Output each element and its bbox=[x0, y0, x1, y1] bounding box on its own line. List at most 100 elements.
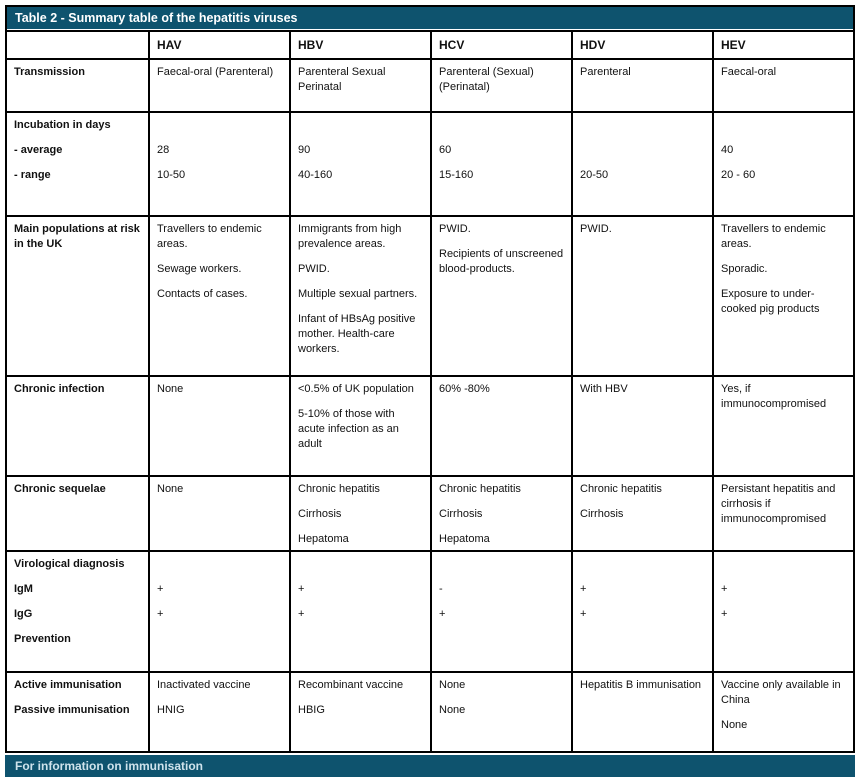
cell-paragraph: None bbox=[157, 383, 184, 395]
cell-paragraph: Hepatitis B immunisation bbox=[580, 679, 702, 691]
cell-paragraph: Infant of HBsAg positive mother. Health-… bbox=[298, 313, 416, 355]
cell-paragraph bbox=[580, 118, 706, 133]
cell-populations-hev: Travellers to endemic areas. Sporadic. Exp… bbox=[712, 217, 853, 375]
cell-chronic-infection-hdv: With HBV bbox=[571, 377, 712, 475]
cell-chronic-infection-hav: None bbox=[148, 377, 289, 475]
cell-paragraph: + bbox=[439, 608, 446, 620]
cell-paragraph: Faecal-oral bbox=[721, 66, 777, 78]
cell-paragraph: + bbox=[298, 583, 305, 595]
cell-paragraph: Parenteral Sexual Perinatal bbox=[298, 66, 386, 93]
cell-paragraph: 90 bbox=[298, 144, 311, 156]
cell-chronic-infection-hev: Yes, if immunocompromised bbox=[712, 377, 853, 475]
cell-paragraph: Cirrhosis bbox=[580, 508, 624, 520]
table-row-transmission: Transmission Faecal-oral (Parenteral) Pare… bbox=[7, 58, 853, 111]
cell-paragraph: + bbox=[580, 608, 587, 620]
cell-paragraph: With HBV bbox=[580, 383, 628, 395]
column-header-hev: HEV bbox=[712, 32, 853, 58]
table-row-incubation: Incubation in days - average - range 28 10-5… bbox=[7, 111, 853, 215]
cell-paragraph: None bbox=[157, 483, 184, 495]
table-row-immunisation: Active immunisation Passive immunisation I… bbox=[7, 671, 853, 751]
cell-transmission-hbv: Parenteral Sexual Perinatal bbox=[289, 60, 430, 111]
cell-immunisation-hev: Vaccine only available in China None bbox=[712, 673, 853, 751]
cell-chronic-infection-hcv: 60% -80% bbox=[430, 377, 571, 475]
cell-paragraph: 60% -80% bbox=[439, 383, 490, 395]
cell-paragraph: + bbox=[157, 608, 164, 620]
header-row: HAV HBV HCV HDV HEV bbox=[7, 30, 853, 58]
cell-paragraph: Hepatoma bbox=[439, 533, 490, 545]
cell-populations-hbv: Immigrants from high prevalence areas. PW… bbox=[289, 217, 430, 375]
corner-cell bbox=[7, 32, 148, 58]
cell-virological-diagnosis-hav: + + bbox=[148, 552, 289, 671]
footer-bar: For information on immunisation bbox=[5, 755, 855, 777]
cell-paragraph: PWID. bbox=[439, 223, 471, 235]
cell-immunisation-hav: Inactivated vaccine HNIG bbox=[148, 673, 289, 751]
cell-paragraph: Recombinant vaccine bbox=[298, 679, 404, 691]
cell-paragraph: None bbox=[439, 679, 466, 691]
table-title: Table 2 - Summary table of the hepatitis… bbox=[15, 11, 298, 25]
cell-paragraph: Travellers to endemic areas. bbox=[157, 223, 262, 250]
cell-paragraph bbox=[721, 557, 847, 572]
cell-paragraph: - bbox=[439, 583, 443, 595]
cell-paragraph: Yes, if immunocompromised bbox=[721, 383, 827, 410]
footer-clipped-text: For information on immunisation bbox=[15, 759, 203, 773]
cell-paragraph bbox=[580, 143, 706, 158]
cell-paragraph: 20 - 60 bbox=[721, 169, 756, 181]
cell-virological-diagnosis-hev: + + bbox=[712, 552, 853, 671]
cell-populations-hdv: PWID. bbox=[571, 217, 712, 375]
cell-chronic-sequelae-hev: Persistant hepatitis and cirrhosis if im… bbox=[712, 477, 853, 550]
cell-paragraph: HNIG bbox=[157, 704, 185, 716]
cell-virological-diagnosis-label: Virological diagnosis IgM IgG Prevention bbox=[7, 552, 148, 671]
cell-incubation-hcv: 60 15-160 bbox=[430, 113, 571, 215]
cell-paragraph: Sewage workers. bbox=[157, 263, 242, 275]
cell-transmission-hev: Faecal-oral bbox=[712, 60, 853, 111]
cell-paragraph: + bbox=[721, 583, 728, 595]
cell-paragraph: Active immunisation bbox=[14, 679, 122, 691]
table-row-populations: Main populations at risk in the UK Travel… bbox=[7, 215, 853, 375]
cell-paragraph: Passive immunisation bbox=[14, 704, 130, 716]
cell-chronic-infection-hbv: <0.5% of UK population 5-10% of those wit… bbox=[289, 377, 430, 475]
cell-paragraph: Transmission bbox=[14, 66, 85, 78]
table-row-chronic-sequelae: Chronic sequelae None Chronic hepatitis Cir… bbox=[7, 475, 853, 550]
cell-paragraph: Exposure to under-cooked pig products bbox=[721, 288, 820, 315]
cell-paragraph: + bbox=[298, 608, 305, 620]
cell-paragraph: Immigrants from high prevalence areas. bbox=[298, 223, 402, 250]
cell-incubation-hdv: 20-50 bbox=[571, 113, 712, 215]
cell-paragraph: PWID. bbox=[580, 223, 612, 235]
cell-paragraph bbox=[580, 703, 706, 718]
cell-paragraph: Incubation in days bbox=[14, 119, 111, 131]
cell-chronic-sequelae-hcv: Chronic hepatitis Cirrhosis Hepatoma bbox=[430, 477, 571, 550]
cell-paragraph: 20-50 bbox=[580, 169, 609, 181]
cell-paragraph: None bbox=[721, 719, 748, 731]
cell-incubation-hev: 40 20 - 60 bbox=[712, 113, 853, 215]
cell-paragraph: Main populations at risk in the UK bbox=[14, 223, 140, 250]
cell-paragraph: 28 bbox=[157, 144, 170, 156]
cell-incubation-hav: 28 10-50 bbox=[148, 113, 289, 215]
cell-chronic-sequelae-hav: None bbox=[148, 477, 289, 550]
cell-paragraph bbox=[721, 118, 847, 133]
cell-virological-diagnosis-hbv: + + bbox=[289, 552, 430, 671]
cell-paragraph: Contacts of cases. bbox=[157, 288, 248, 300]
cell-transmission-hdv: Parenteral bbox=[571, 60, 712, 111]
cell-paragraph: 10-50 bbox=[157, 169, 186, 181]
cell-paragraph: Chronic hepatitis bbox=[298, 483, 380, 495]
cell-paragraph: 40 bbox=[721, 144, 734, 156]
cell-paragraph: IgG bbox=[14, 608, 33, 620]
cell-paragraph: 5-10% of those with acute infection as a… bbox=[298, 408, 399, 450]
cell-paragraph: Chronic sequelae bbox=[14, 483, 106, 495]
cell-paragraph: Cirrhosis bbox=[439, 508, 483, 520]
cell-chronic-infection-label: Chronic infection bbox=[7, 377, 148, 475]
cell-paragraph: + bbox=[157, 583, 164, 595]
cell-paragraph: Faecal-oral (Parenteral) bbox=[157, 66, 274, 78]
cell-transmission-label: Transmission bbox=[7, 60, 148, 111]
cell-paragraph: Prevention bbox=[14, 633, 71, 645]
cell-populations-hav: Travellers to endemic areas. Sewage worke… bbox=[148, 217, 289, 375]
cell-paragraph: + bbox=[580, 583, 587, 595]
cell-incubation-label: Incubation in days - average - range bbox=[7, 113, 148, 215]
cell-paragraph: Inactivated vaccine bbox=[157, 679, 251, 691]
cell-transmission-hcv: Parenteral (Sexual) (Perinatal) bbox=[430, 60, 571, 111]
cell-populations-label: Main populations at risk in the UK bbox=[7, 217, 148, 375]
cell-paragraph: Cirrhosis bbox=[298, 508, 342, 520]
cell-paragraph: Travellers to endemic areas. bbox=[721, 223, 826, 250]
cell-paragraph bbox=[298, 557, 424, 572]
